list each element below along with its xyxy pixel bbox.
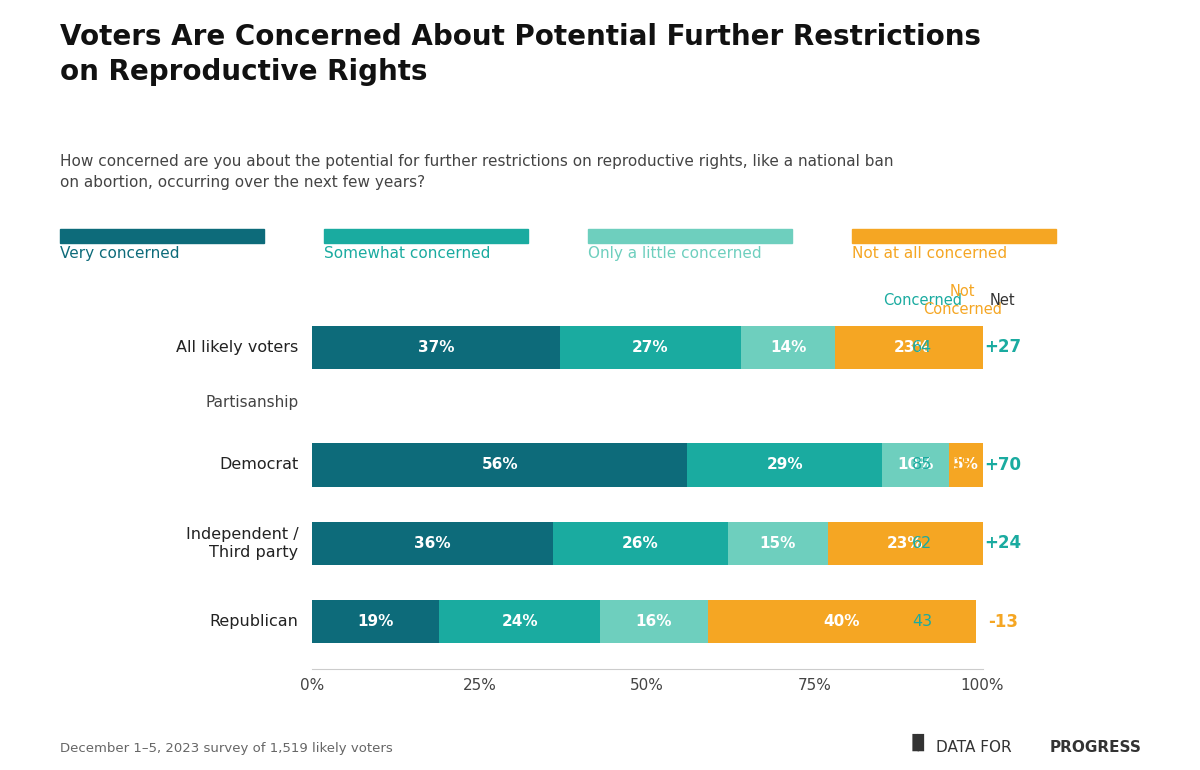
- Text: 16%: 16%: [636, 614, 672, 629]
- Bar: [439, 600, 600, 643]
- Text: +24: +24: [984, 534, 1021, 552]
- Bar: [312, 522, 553, 565]
- Text: 23%: 23%: [894, 340, 930, 355]
- Text: All likely voters: All likely voters: [176, 340, 299, 355]
- Text: How concerned are you about the potential for further restrictions on reproducti: How concerned are you about the potentia…: [60, 154, 894, 190]
- Text: 43: 43: [912, 614, 932, 629]
- Text: 26%: 26%: [622, 536, 659, 551]
- Text: Concerned: Concerned: [883, 293, 961, 308]
- Text: 24%: 24%: [502, 614, 538, 629]
- Text: 85: 85: [912, 457, 932, 473]
- Bar: [708, 600, 976, 643]
- Text: 56: 56: [953, 614, 972, 629]
- Bar: [835, 326, 989, 369]
- Text: 23%: 23%: [887, 536, 924, 551]
- Text: 62: 62: [912, 536, 932, 551]
- Text: Only a little concerned: Only a little concerned: [588, 246, 762, 261]
- Bar: [742, 326, 835, 369]
- Text: 27%: 27%: [632, 340, 668, 355]
- Text: PROGRESS: PROGRESS: [1050, 740, 1142, 755]
- Text: Voters Are Concerned About Potential Further Restrictions
on Reproductive Rights: Voters Are Concerned About Potential Fur…: [60, 23, 982, 85]
- Text: Not at all concerned: Not at all concerned: [852, 246, 1007, 261]
- Bar: [688, 444, 882, 487]
- Text: 64: 64: [912, 340, 932, 355]
- Text: 15: 15: [953, 457, 973, 473]
- Text: Independent /
Third party: Independent / Third party: [186, 527, 299, 560]
- Bar: [553, 522, 727, 565]
- Text: Net: Net: [990, 293, 1015, 308]
- Text: 36%: 36%: [414, 536, 451, 551]
- Bar: [312, 326, 560, 369]
- Text: Republican: Republican: [210, 614, 299, 629]
- Bar: [727, 522, 828, 565]
- Text: 10%: 10%: [898, 457, 934, 473]
- Bar: [949, 444, 983, 487]
- Text: 19%: 19%: [358, 614, 394, 629]
- Text: 5%: 5%: [953, 457, 979, 473]
- Text: 37: 37: [953, 340, 972, 355]
- Text: December 1–5, 2023 survey of 1,519 likely voters: December 1–5, 2023 survey of 1,519 likel…: [60, 742, 392, 755]
- Text: 29%: 29%: [767, 457, 803, 473]
- Text: Democrat: Democrat: [220, 457, 299, 473]
- Text: ▐▌: ▐▌: [906, 733, 931, 751]
- Text: 15%: 15%: [760, 536, 796, 551]
- Text: -13: -13: [988, 613, 1018, 631]
- Text: +27: +27: [984, 339, 1021, 357]
- Bar: [560, 326, 742, 369]
- Text: Very concerned: Very concerned: [60, 246, 180, 261]
- Text: Not
Concerned: Not Concerned: [923, 284, 1002, 316]
- Text: +70: +70: [984, 456, 1021, 474]
- Bar: [882, 444, 949, 487]
- Bar: [312, 444, 688, 487]
- Bar: [828, 522, 983, 565]
- Bar: [600, 600, 708, 643]
- Bar: [312, 600, 439, 643]
- Text: 37%: 37%: [418, 340, 454, 355]
- Text: 14%: 14%: [770, 340, 806, 355]
- Text: DATA FOR: DATA FOR: [936, 740, 1016, 755]
- Text: 56%: 56%: [481, 457, 518, 473]
- Text: Somewhat concerned: Somewhat concerned: [324, 246, 491, 261]
- Text: 40%: 40%: [823, 614, 860, 629]
- Text: Partisanship: Partisanship: [205, 395, 299, 410]
- Text: 38: 38: [953, 536, 972, 551]
